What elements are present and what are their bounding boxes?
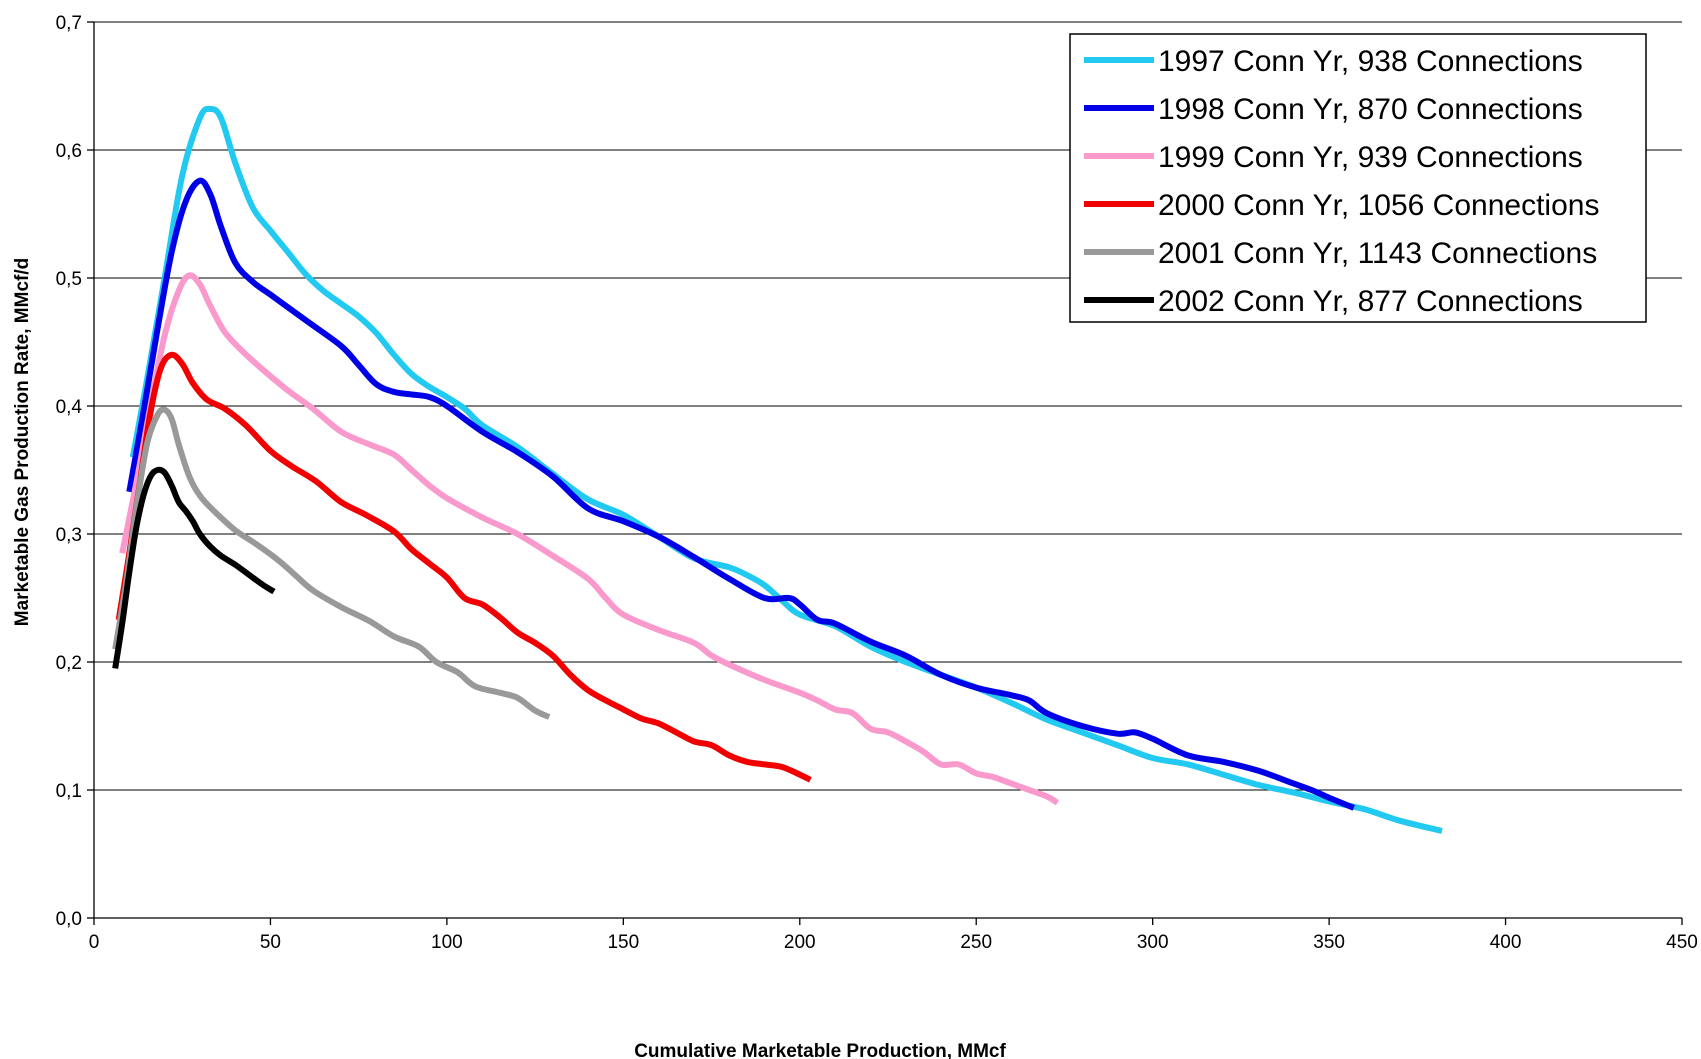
x-tick-label: 250 [960, 932, 992, 953]
x-tick-label: 200 [784, 932, 816, 953]
legend-items: 1997 Conn Yr, 938 Connections 1998 Conn Y… [1084, 45, 1599, 318]
axes [93, 22, 1682, 919]
y-tick-label: 0,5 [56, 269, 82, 290]
y-tick-label: 0,4 [56, 397, 83, 418]
legend-label: 1999 Conn Yr, 939 Connections [1158, 141, 1583, 174]
y-tick-label: 0,2 [56, 653, 82, 674]
x-axis-ticks: 0 50 100 150 200 250 300 350 400 450 [89, 918, 1698, 953]
y-tick-label: 0,7 [56, 13, 82, 34]
x-tick-label: 450 [1666, 932, 1698, 953]
legend-label: 1997 Conn Yr, 938 Connections [1158, 45, 1583, 78]
series-line-1 [129, 105, 1443, 834]
x-tick-label: 0 [89, 932, 100, 953]
y-tick-label: 0,0 [56, 909, 82, 930]
y-axis-ticks: 0,0 0,1 0,2 0,3 0,4 0,5 0,6 0,7 [56, 13, 94, 930]
x-tick-label: 300 [1137, 932, 1169, 953]
x-tick-label: 50 [260, 932, 281, 953]
legend-label: 2002 Conn Yr, 877 Connections [1158, 285, 1583, 318]
series-line-2 [126, 177, 1355, 811]
series-line-3 [119, 272, 1060, 806]
legend-label: 2000 Conn Yr, 1056 Connections [1158, 189, 1599, 222]
legend-label: 1998 Conn Yr, 870 Connections [1158, 93, 1583, 126]
y-axis-title: Marketable Gas Production Rate, MMcf/d [12, 258, 33, 626]
series-line-5 [112, 406, 551, 720]
legend-box [1069, 33, 1647, 323]
x-axis-title: Cumulative Marketable Production, MMcf [634, 1041, 1006, 1059]
legend: 1997 Conn Yr, 938 Connections 1998 Conn Y… [1069, 33, 1647, 323]
legend-label: 2001 Conn Yr, 1143 Connections [1158, 237, 1597, 270]
series-lines [112, 105, 1443, 834]
x-tick-label: 350 [1313, 932, 1345, 953]
x-tick-label: 100 [431, 932, 463, 953]
series-line-4 [115, 351, 812, 783]
series-line-6 [112, 466, 276, 669]
y-tick-label: 0,1 [56, 781, 82, 802]
x-tick-label: 150 [607, 932, 639, 953]
y-tick-label: 0,3 [56, 525, 82, 546]
y-tick-label: 0,6 [56, 141, 82, 162]
x-tick-label: 400 [1490, 932, 1522, 953]
